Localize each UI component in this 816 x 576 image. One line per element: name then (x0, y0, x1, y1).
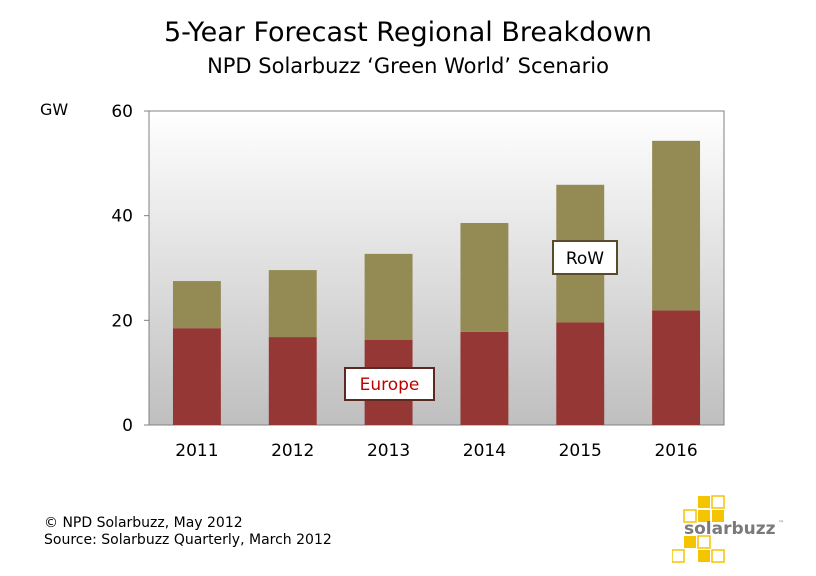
bar-europe-2011 (172, 328, 221, 425)
bar-row-2011 (172, 281, 221, 329)
bar-row-2012 (268, 270, 317, 338)
bar-row-2016 (652, 140, 701, 311)
x-tick-label-2015: 2015 (559, 441, 602, 461)
x-tick-label-2013: 2013 (367, 441, 410, 461)
bar-europe-2014 (460, 331, 509, 425)
europe-label-box: Europe (344, 367, 435, 401)
solarbuzz-logo: solarbuzz ™ (672, 495, 784, 563)
chart-subtitle: NPD Solarbuzz ‘Green World’ Scenario (207, 54, 609, 78)
plot-area (148, 110, 725, 426)
bar-row-2013 (364, 253, 413, 340)
bar-row-2014 (460, 222, 509, 332)
series-label-row: RoW (566, 249, 604, 269)
y-tick-label-60: 60 (111, 102, 133, 122)
chart-title: 5-Year Forecast Regional Breakdown (163, 17, 653, 48)
logo-trademark: ™ (778, 520, 784, 527)
y-tick-label-20: 20 (111, 311, 133, 331)
bar-europe-2015 (556, 322, 605, 425)
y-tick-label-40: 40 (111, 207, 133, 227)
row-label-box: RoW (552, 240, 618, 275)
x-tick-label-2014: 2014 (463, 441, 506, 461)
x-tick-label-2012: 2012 (271, 441, 314, 461)
source-text: Source: Solarbuzz Quarterly, March 2012 (44, 532, 332, 548)
bar-europe-2012 (268, 337, 317, 425)
logo-text: solarbuzz (684, 519, 776, 539)
x-tick-label-2016: 2016 (654, 441, 697, 461)
copyright-text: © NPD Solarbuzz, May 2012 (44, 515, 243, 531)
x-tick-label-2011: 2011 (175, 441, 218, 461)
y-axis-label: GW (40, 100, 69, 119)
bar-europe-2016 (652, 310, 701, 425)
series-label-europe: Europe (360, 375, 420, 395)
y-tick-label-0: 0 (122, 416, 133, 436)
